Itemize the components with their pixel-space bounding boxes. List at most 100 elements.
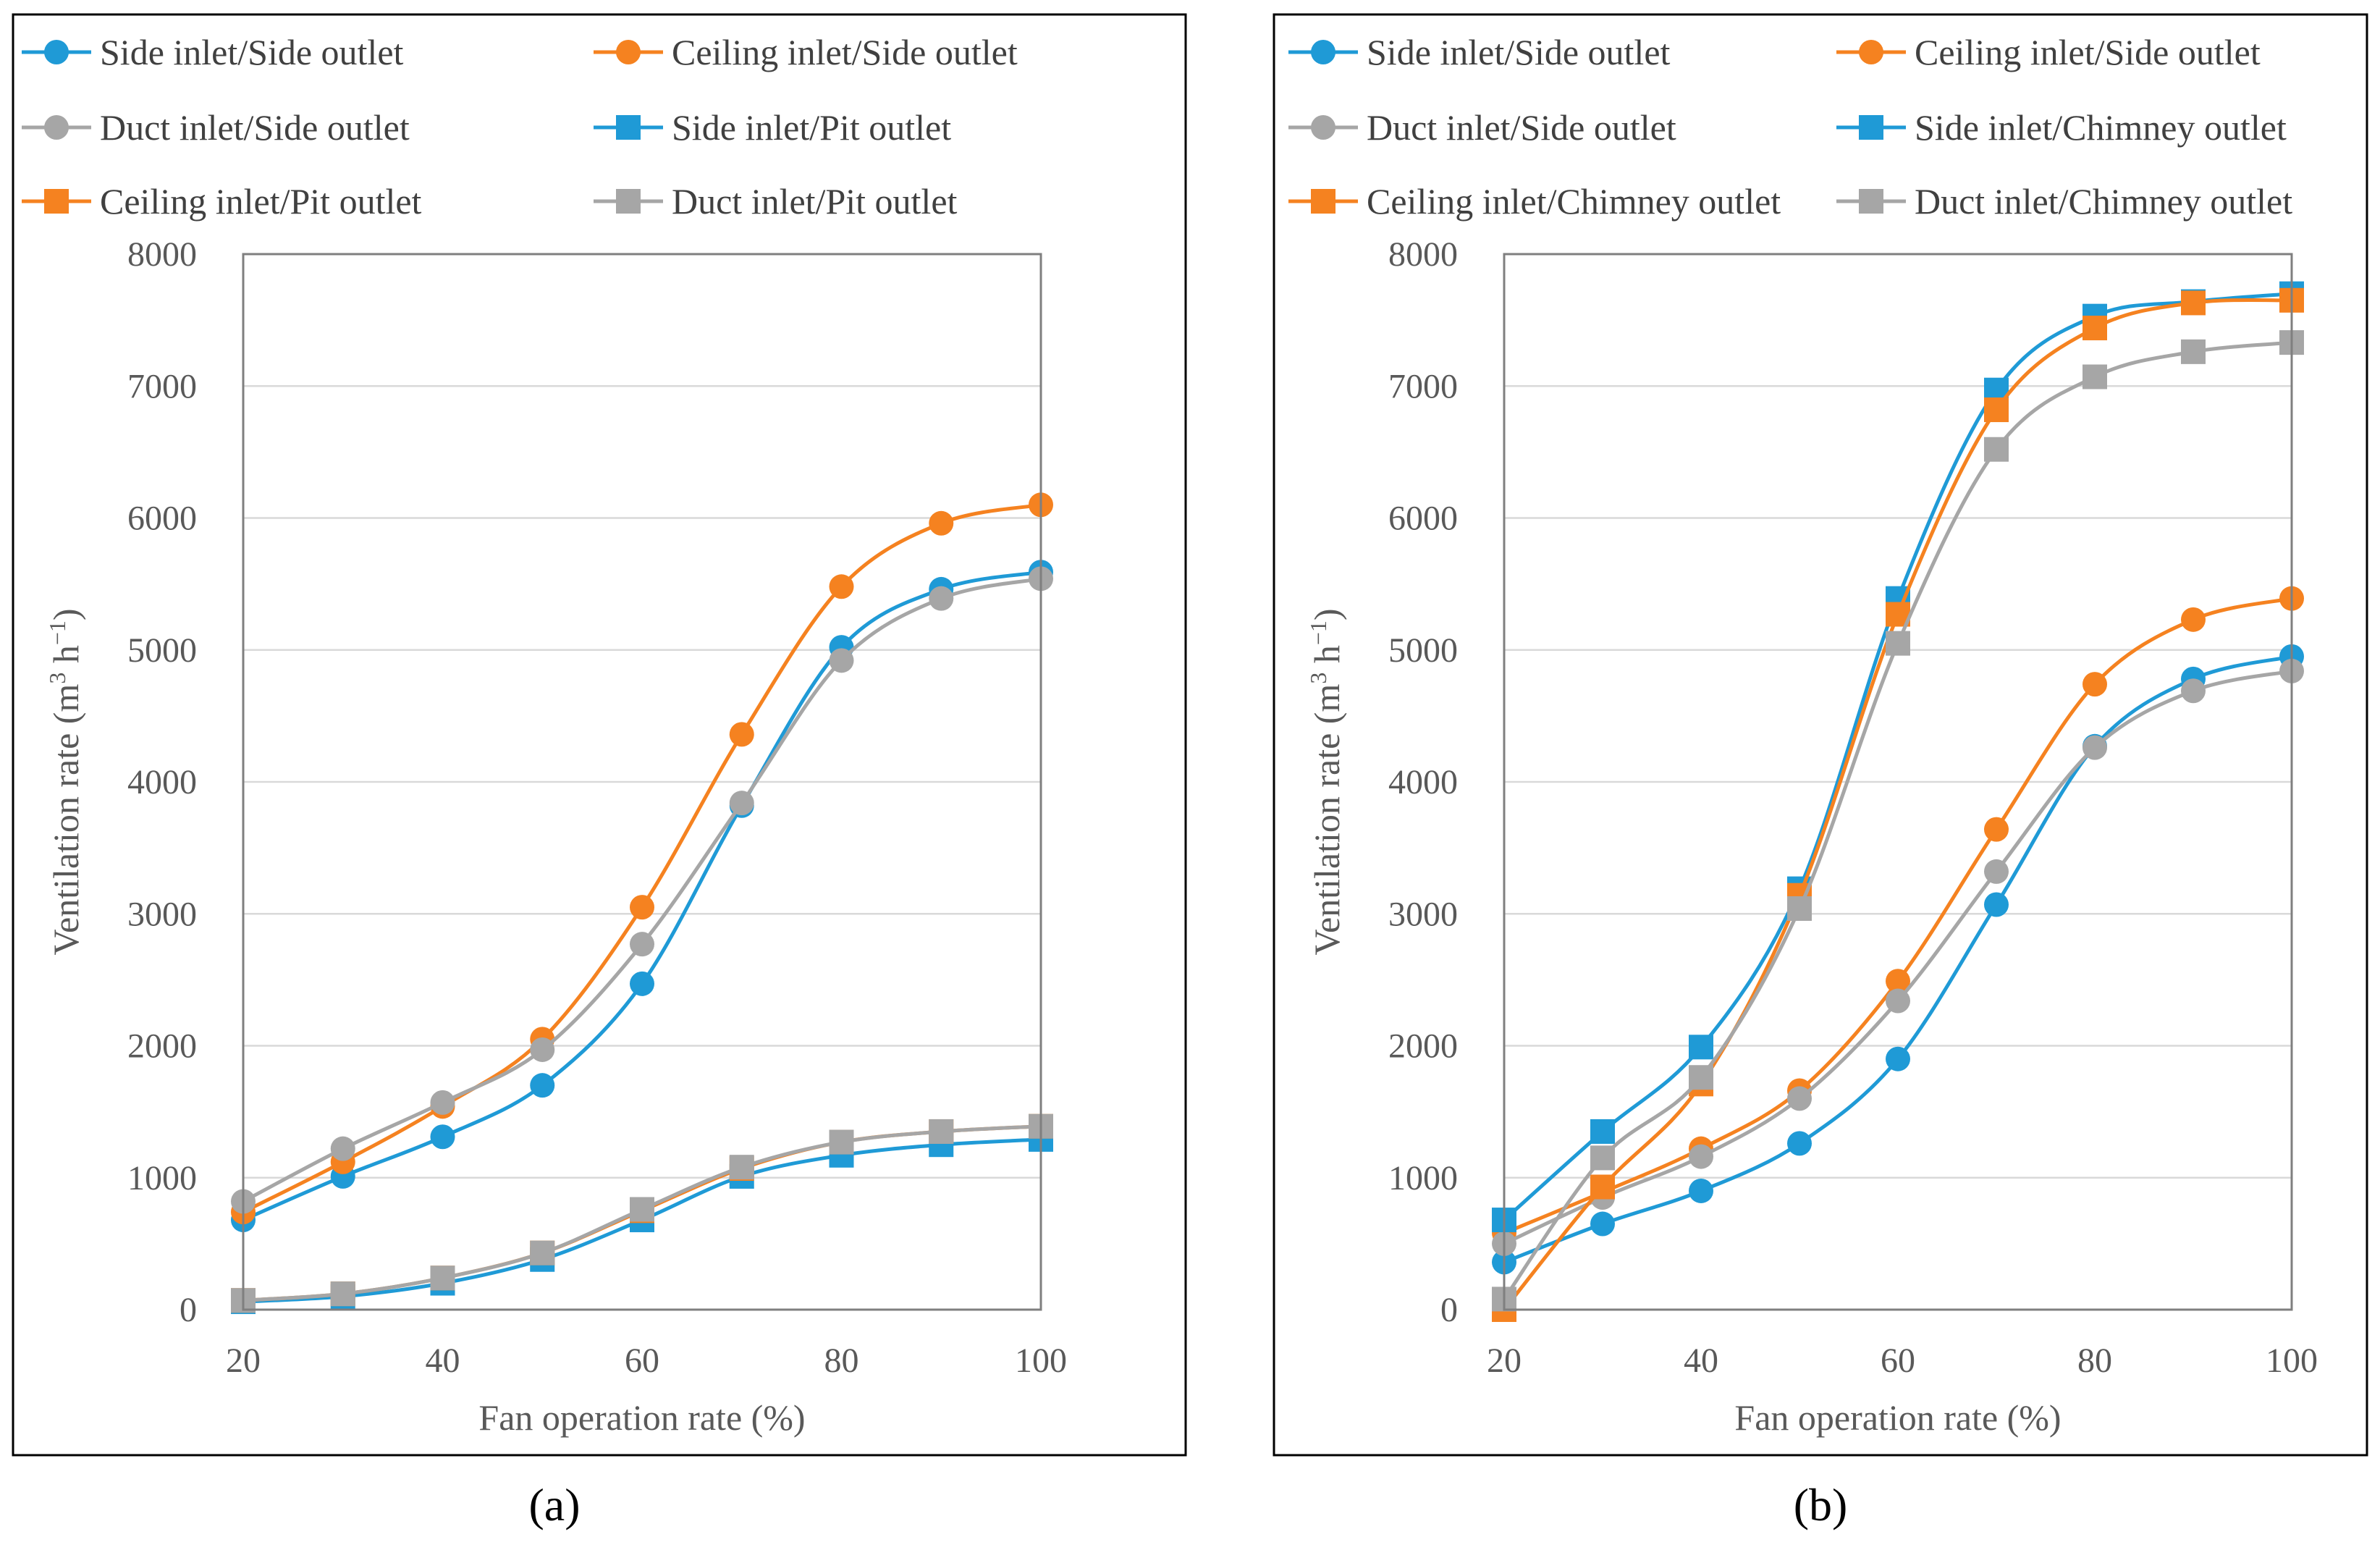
panel-b-y-axis-title-mid: h <box>1307 645 1347 673</box>
panel-b-y-axis-title-sup1: 3 <box>1305 673 1331 684</box>
legend-label: Side inlet/Pit outlet <box>672 107 951 148</box>
panel-a-y-axis-title-sup2: −1 <box>44 620 70 645</box>
panel-a-y-axis-title-main: Ventilation rate (m <box>46 684 86 956</box>
data-point-circle <box>1787 1131 1812 1156</box>
x-tick-label: 60 <box>625 1341 659 1380</box>
data-point-circle <box>430 1124 455 1150</box>
panel-b-y-axis-title-main: Ventilation rate (m <box>1307 684 1347 956</box>
data-point-square <box>1886 631 1910 656</box>
legend-marker-square <box>1859 189 1883 214</box>
series-line <box>1503 654 2292 1264</box>
legend-label: Ceiling inlet/Chimney outlet <box>1367 181 1781 222</box>
data-point-square <box>1590 1145 1615 1171</box>
legend-marker-square <box>616 189 641 214</box>
data-point-circle <box>530 1073 555 1098</box>
y-tick-label: 1000 <box>127 1159 197 1197</box>
data-point-square <box>2082 316 2107 341</box>
data-point-square <box>630 1197 654 1222</box>
data-point-square <box>1590 1119 1615 1144</box>
panel-a-y-axis-title-end: ) <box>46 608 86 620</box>
data-point-circle <box>1689 1178 1713 1203</box>
data-point-circle <box>630 971 654 996</box>
panel-a-legend: Side inlet/Side outlet Ceiling inlet/Side… <box>22 32 1018 222</box>
legend-marker-square <box>1311 189 1335 214</box>
data-point-circle <box>1886 1046 1910 1071</box>
data-point-square <box>1984 397 2009 423</box>
data-point-circle <box>1886 988 1910 1014</box>
data-point-square <box>1689 1035 1713 1060</box>
data-point-circle <box>530 1037 555 1062</box>
y-tick-label: 7000 <box>127 367 197 405</box>
data-point-circle <box>630 932 654 957</box>
data-point-circle <box>630 895 654 920</box>
legend-label: Ceiling inlet/Side outlet <box>1915 32 2261 72</box>
legend-label: Duct inlet/Side outlet <box>100 107 410 148</box>
data-point-square <box>2181 339 2206 364</box>
panel-a-y-axis-title: Ventilation rate (m3 h−1) <box>44 608 86 955</box>
panel-b-frame <box>1273 13 2368 1457</box>
panel-b: Side inlet/Side outlet Ceiling inlet/Side… <box>1273 13 2368 1530</box>
data-point-square <box>1984 437 2009 462</box>
legend-marker-circle <box>44 115 69 140</box>
x-tick-label: 100 <box>1015 1341 1067 1380</box>
legend-label: Side inlet/Side outlet <box>100 32 404 72</box>
y-tick-label: 0 <box>180 1291 197 1329</box>
data-point-circle <box>929 586 954 611</box>
data-point-circle <box>2082 735 2107 760</box>
data-point-circle <box>1787 1086 1812 1111</box>
x-tick-label: 20 <box>1487 1341 1522 1380</box>
data-point-square <box>330 1281 355 1307</box>
y-tick-label: 1000 <box>1388 1159 1458 1197</box>
legend-label: Duct inlet/Side outlet <box>1367 107 1676 148</box>
y-tick-label: 8000 <box>1388 235 1458 274</box>
data-point-square <box>530 1240 555 1265</box>
data-point-circle <box>1590 1211 1615 1237</box>
legend-label: Ceiling inlet/Side outlet <box>672 32 1018 72</box>
data-point-circle <box>929 510 954 536</box>
x-tick-label: 60 <box>1881 1341 1915 1380</box>
data-point-circle <box>2181 678 2206 704</box>
legend-label: Duct inlet/Chimney outlet <box>1915 181 2292 222</box>
legend-label: Side inlet/Side outlet <box>1367 32 1671 72</box>
data-point-square <box>1787 896 1812 921</box>
series-line <box>1503 298 2292 1311</box>
legend-marker-square <box>1859 115 1883 140</box>
legend-marker-circle <box>1311 115 1335 140</box>
panel-a-series <box>231 492 1053 1315</box>
panel-a-y-ticks: 0 1000 2000 3000 4000 5000 6000 7000 8000 <box>127 235 197 1329</box>
data-point-circle <box>1984 892 2009 917</box>
data-point-square <box>1590 1174 1615 1200</box>
panel-a-x-ticks: 20 40 60 80 100 <box>226 1341 1067 1380</box>
y-tick-label: 7000 <box>1388 367 1458 405</box>
x-tick-label: 80 <box>824 1341 859 1380</box>
panel-b-y-ticks: 0 1000 2000 3000 4000 5000 6000 7000 8000 <box>1388 235 1458 1329</box>
panel-a-y-axis-title-sup1: 3 <box>44 673 70 684</box>
data-point-square <box>929 1119 954 1144</box>
data-point-circle <box>430 1090 455 1115</box>
data-point-square <box>2082 364 2107 389</box>
x-tick-label: 20 <box>226 1341 261 1380</box>
data-point-circle <box>1886 969 1910 994</box>
y-tick-label: 0 <box>1440 1291 1458 1329</box>
y-tick-label: 8000 <box>127 235 197 274</box>
legend-label: Duct inlet/Pit outlet <box>672 181 958 222</box>
y-tick-label: 6000 <box>127 500 197 538</box>
y-tick-label: 4000 <box>127 763 197 801</box>
data-point-circle <box>1984 817 2009 842</box>
series-line <box>242 570 1042 1222</box>
legend-marker-square <box>44 189 69 214</box>
data-point-square <box>729 1155 754 1180</box>
x-tick-label: 40 <box>1684 1341 1718 1380</box>
y-tick-label: 2000 <box>1388 1027 1458 1066</box>
panel-a-x-axis-title: Fan operation rate (%) <box>478 1397 805 1438</box>
y-tick-label: 4000 <box>1388 763 1458 801</box>
panel-b-plot-area <box>1503 253 2293 1311</box>
legend-marker-circle <box>1859 40 1883 64</box>
y-tick-label: 6000 <box>1388 500 1458 538</box>
legend-marker-circle <box>1311 40 1335 64</box>
data-point-circle <box>729 791 754 816</box>
y-tick-label: 3000 <box>1388 895 1458 933</box>
panel-b-x-axis-title: Fan operation rate (%) <box>1734 1397 2061 1438</box>
legend-label: Side inlet/Chimney outlet <box>1915 107 2287 148</box>
legend-marker-circle <box>44 40 69 64</box>
